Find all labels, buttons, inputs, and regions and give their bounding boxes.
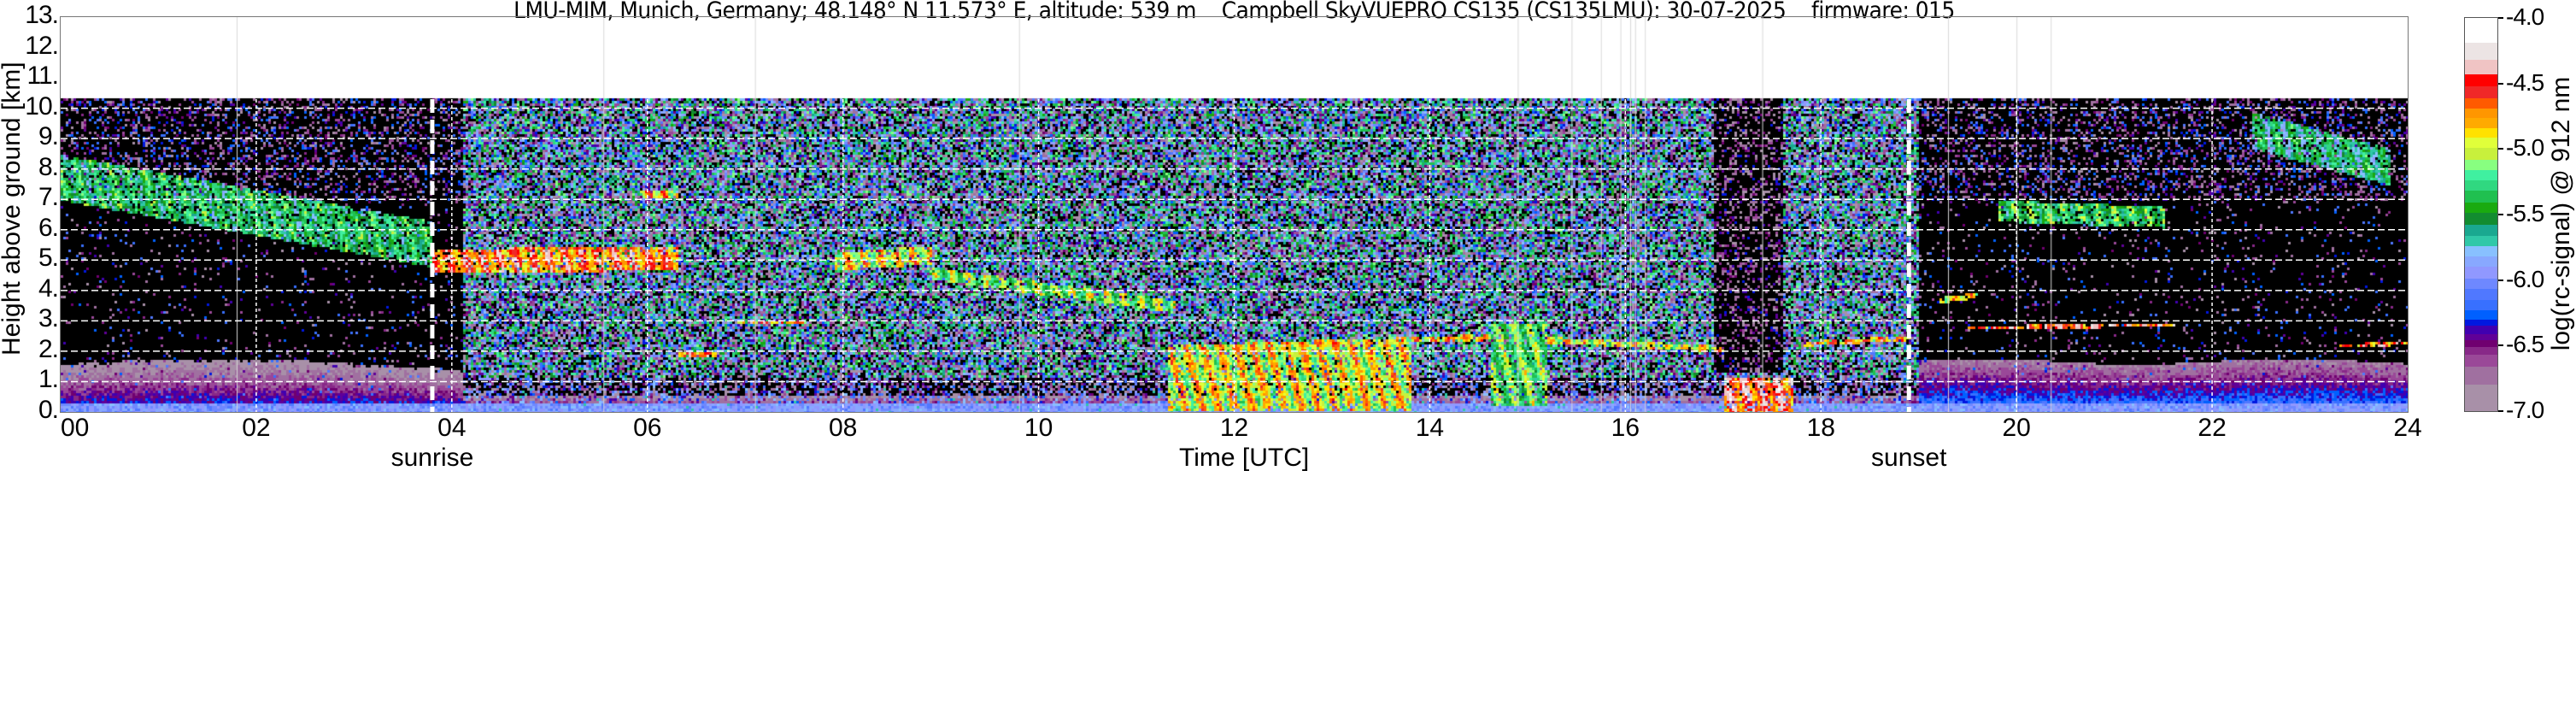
colorbar-segment	[2465, 203, 2497, 214]
y-tick-label: 13.	[25, 1, 59, 29]
colorbar-segment	[2465, 60, 2497, 75]
colorbar-tick-mark	[2498, 214, 2503, 215]
colorbar-segment	[2465, 235, 2497, 247]
x-axis-label: Time [UTC]	[1179, 444, 1310, 472]
colorbar-segment	[2465, 147, 2497, 161]
y-tick-label: 3.	[38, 304, 59, 333]
y-tick-label: 1.	[38, 365, 59, 394]
colorbar-segment	[2465, 279, 2497, 290]
colorbar-segment	[2465, 225, 2497, 237]
colorbar-segment	[2465, 326, 2497, 335]
colorbar-tick-mark	[2498, 17, 2503, 19]
y-tick-label: 8.	[38, 152, 59, 181]
colorbar-segment	[2465, 267, 2497, 279]
x-tick-label: 20	[2002, 414, 2031, 442]
y-tick-label: 10.	[25, 91, 59, 121]
x-tick-label: 06	[633, 414, 662, 442]
colorbar-segment	[2465, 299, 2497, 311]
plot-area	[60, 16, 2409, 413]
y-tick-label: 6.	[38, 213, 59, 242]
colorbar-segment	[2465, 333, 2497, 341]
colorbar-segment	[2465, 366, 2497, 385]
x-tick-label: 00	[61, 414, 90, 442]
x-tick-label: 10	[1024, 414, 1053, 442]
sunrise-label: sunrise	[390, 444, 474, 472]
colorbar-segment	[2465, 169, 2497, 181]
colorbar-tick-label: -4.0	[2506, 3, 2544, 30]
colorbar-label: log(rc-signal) @ 912 nm	[2547, 76, 2575, 351]
x-tick-label: 22	[2198, 414, 2227, 442]
x-tick-label: 18	[1806, 414, 1835, 442]
colorbar-segment	[2465, 108, 2497, 119]
sunset-label: sunset	[1871, 444, 1947, 472]
y-tick-label: 5.	[38, 244, 59, 273]
colorbar-segment	[2465, 85, 2497, 99]
colorbar-segment	[2465, 159, 2497, 171]
x-tick-label: 04	[437, 414, 466, 442]
colorbar-tick-mark	[2498, 82, 2503, 85]
colorbar-segment	[2465, 355, 2497, 368]
y-axis-label: Height above ground [km]	[0, 62, 26, 356]
colorbar-tick-mark	[2498, 410, 2503, 412]
x-tick-label: 12	[1219, 414, 1249, 442]
colorbar-segment	[2465, 245, 2497, 257]
colorbar-segment	[2465, 289, 2497, 301]
colorbar-tick-label: -5.0	[2506, 134, 2544, 162]
colorbar-segment	[2465, 340, 2497, 348]
colorbar-segment	[2465, 18, 2497, 44]
colorbar-segment	[2465, 385, 2497, 412]
colorbar-segment	[2465, 117, 2497, 129]
y-tick-label: 7.	[38, 183, 59, 212]
y-tick-label: 2.	[38, 334, 59, 363]
colorbar-tick-label: -6.5	[2506, 331, 2544, 358]
grid-overlay	[61, 98, 2408, 412]
colorbar-segment	[2465, 191, 2497, 203]
x-tick-label: 02	[242, 414, 271, 442]
colorbar-segment	[2465, 256, 2497, 268]
x-tick-label: 08	[828, 414, 858, 442]
colorbar-segment	[2465, 74, 2497, 87]
x-tick-label: 24	[2393, 414, 2422, 442]
colorbar-tick-mark	[2498, 344, 2503, 347]
colorbar-segment	[2465, 346, 2497, 356]
y-tick-label: 11.	[26, 62, 59, 91]
y-tick-label: 4.	[38, 274, 59, 303]
y-tick-label: 12.	[25, 31, 59, 60]
colorbar-segment	[2465, 319, 2497, 327]
colorbar-segment	[2465, 137, 2497, 149]
colorbar-tick-label: -6.0	[2506, 265, 2544, 292]
colorbar-tick-label: -4.5	[2506, 68, 2544, 96]
colorbar-segment	[2465, 180, 2497, 191]
colorbar-tick-label: -7.0	[2506, 397, 2544, 423]
colorbar-tick-mark	[2498, 148, 2503, 150]
x-tick-label: 16	[1611, 414, 1640, 442]
chart-title: LMU-MIM, Munich, Germany; 48.148° N 11.5…	[513, 0, 1955, 24]
colorbar-tick-label: -5.5	[2506, 200, 2544, 227]
colorbar-segment	[2465, 127, 2497, 138]
colorbar-segment	[2465, 97, 2497, 109]
colorbar-segment	[2465, 309, 2497, 321]
x-tick-label: 14	[1415, 414, 1445, 442]
y-tick-label: 0.	[38, 396, 59, 424]
colorbar	[2464, 17, 2498, 412]
colorbar-tick-mark	[2498, 279, 2503, 281]
y-tick-label: 9.	[38, 122, 59, 151]
colorbar-segment	[2465, 43, 2497, 61]
colorbar-segment	[2465, 213, 2497, 226]
